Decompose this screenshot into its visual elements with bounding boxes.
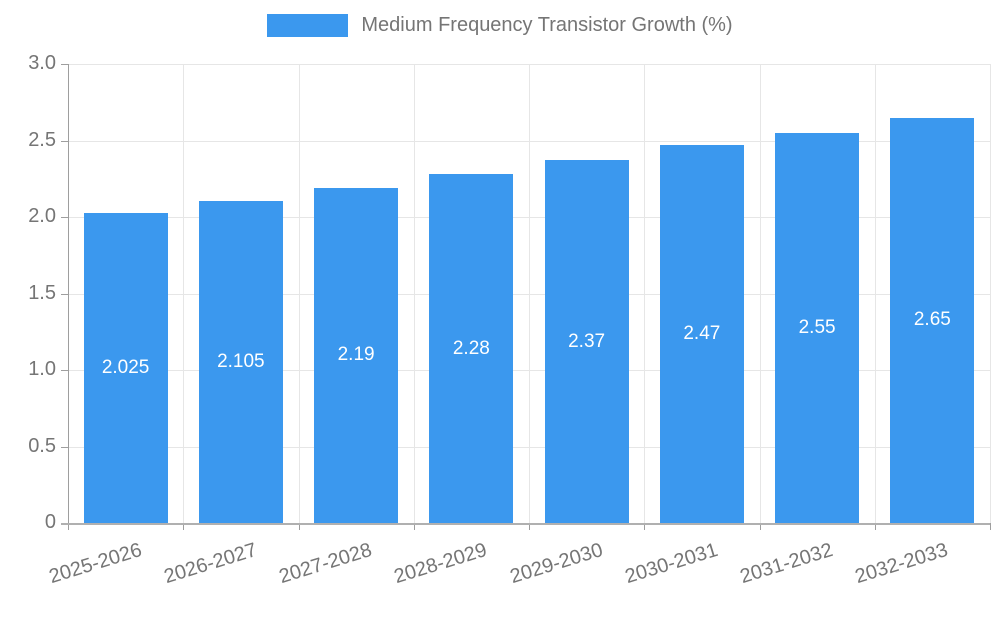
y-axis-tick-label: 0.5 — [28, 435, 56, 457]
y-axis-line — [68, 64, 69, 530]
bar-2027-2028[interactable] — [314, 187, 399, 523]
x-axis-tick — [990, 523, 991, 530]
v-gridline — [299, 64, 300, 523]
bar-value-label: 2.37 — [568, 330, 606, 352]
y-axis-tick — [61, 217, 68, 218]
x-axis-tick — [644, 523, 645, 530]
bar-2025-2026[interactable] — [83, 213, 168, 523]
bar-value-label: 2.65 — [913, 309, 951, 331]
y-axis-tick — [61, 294, 68, 295]
y-axis-tick-label: 3.0 — [28, 52, 56, 74]
y-axis-tick — [61, 64, 68, 65]
y-axis-tick-label: 2.0 — [28, 205, 56, 227]
y-axis-tick-label: 1.0 — [28, 358, 56, 380]
bar-value-label: 2.105 — [217, 350, 265, 372]
v-gridline — [529, 64, 530, 523]
x-axis-tick — [183, 523, 184, 530]
y-axis-tick-label: 2.5 — [28, 129, 56, 151]
bar-value-label: 2.025 — [101, 357, 150, 379]
bar-2028-2029[interactable] — [429, 174, 514, 523]
y-axis-tick — [61, 370, 68, 371]
x-axis-tick — [875, 523, 876, 530]
legend-swatch — [267, 14, 349, 37]
v-gridline — [760, 64, 761, 523]
x-axis-tick — [529, 523, 530, 530]
bar-2032-2033[interactable] — [890, 117, 975, 523]
y-axis-tick-label: 1.5 — [28, 282, 56, 304]
plot-area: 0 0.5 1.0 1.5 2.0 2.5 3.0 2.025 2.105 2.19 2.28 2.3… — [28, 52, 991, 588]
v-gridline — [644, 64, 645, 523]
v-gridline — [990, 64, 991, 523]
v-gridline — [414, 64, 415, 523]
x-axis-line — [61, 523, 990, 525]
y-axis-tick — [61, 447, 68, 448]
x-axis-tick — [760, 523, 761, 530]
chart-legend: Medium Frequency Transistor Growth (%) — [0, 14, 1000, 37]
legend-label: Medium Frequency Transistor Growth (%) — [361, 14, 733, 36]
bar-2030-2031[interactable] — [659, 145, 744, 523]
x-axis-tick — [414, 523, 415, 530]
bar-value-label: 2.28 — [452, 337, 490, 359]
v-gridline — [875, 64, 876, 523]
bar-value-label: 2.55 — [798, 316, 836, 338]
bar-value-label: 2.47 — [683, 323, 721, 345]
bar-2031-2032[interactable] — [775, 132, 860, 523]
bar-chart: Medium Frequency Transistor Growth (%) 0… — [0, 14, 1000, 589]
y-axis-tick — [61, 141, 68, 142]
bar-2029-2030[interactable] — [544, 160, 629, 523]
bar-value-label: 2.19 — [337, 344, 375, 366]
x-axis-tick — [299, 523, 300, 530]
y-axis-tick-label: 0 — [44, 511, 56, 533]
v-gridline — [183, 64, 184, 523]
bar-2026-2027[interactable] — [198, 200, 283, 523]
